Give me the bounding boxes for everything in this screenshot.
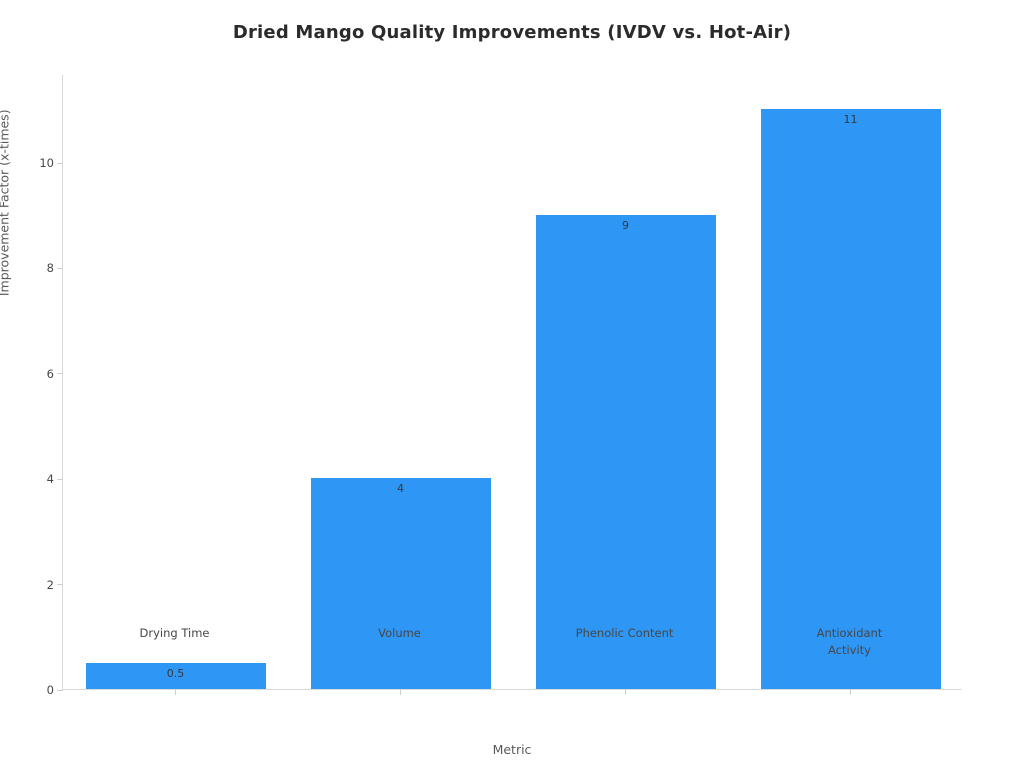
y-tick-label: 4 xyxy=(46,472,54,487)
y-tick-label: 0 xyxy=(46,683,54,697)
y-axis-tick xyxy=(57,373,63,375)
bar-volume: 4 xyxy=(310,478,491,689)
chart-title: Dried Mango Quality Improvements (IVDV v… xyxy=(232,22,792,43)
bar-antioxidant-activity: 11 xyxy=(760,109,941,689)
x-tick-label: Volume xyxy=(378,626,421,640)
bar-value-label: 11 xyxy=(843,113,858,127)
x-axis-tick xyxy=(175,689,176,695)
bar-value-label: 4 xyxy=(397,482,404,496)
bar-value-label: 9 xyxy=(622,218,629,232)
x-tick-label: Drying Time xyxy=(139,626,210,640)
y-axis-tick xyxy=(57,689,63,691)
y-tick-label: 2 xyxy=(46,577,54,592)
x-axis-tick xyxy=(400,689,401,695)
y-tick-label: 10 xyxy=(39,156,54,170)
bar-drying-time: 0.5 xyxy=(85,662,266,689)
y-tick-label: 6 xyxy=(46,366,54,381)
bar-phenolic-content: 9 xyxy=(535,214,716,689)
x-axis-tick xyxy=(625,689,626,695)
x-axis-tick xyxy=(850,689,851,695)
y-tick-label: 8 xyxy=(46,261,54,276)
y-axis-tick xyxy=(57,267,63,269)
bar-value-label: 0.5 xyxy=(166,666,185,680)
y-axis-tick xyxy=(57,478,63,480)
x-axis-title: Metric xyxy=(492,742,532,757)
y-axis-tick xyxy=(57,162,63,164)
y-axis-tick xyxy=(57,584,63,586)
y-axis-title: Improvement Factor (x-times) xyxy=(0,109,12,297)
x-tick-label: Phenolic Content xyxy=(575,626,674,640)
x-tick-label: Antioxidant Activity xyxy=(816,626,883,657)
plot-area: 0.5 4 9 11 xyxy=(57,75,962,695)
